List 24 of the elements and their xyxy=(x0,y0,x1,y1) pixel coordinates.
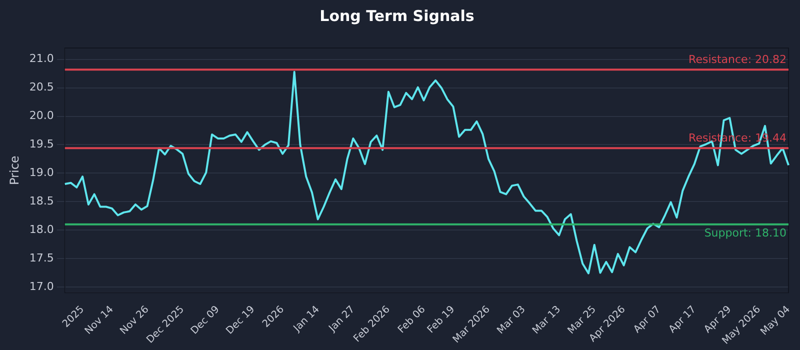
y-tick-label: 20.5 xyxy=(29,80,54,94)
y-axis-title: Price xyxy=(7,156,22,185)
x-tick-label: Feb 06 xyxy=(396,304,428,336)
x-tick-label: Mar 03 xyxy=(495,304,528,336)
y-tick-label: 18.0 xyxy=(29,222,54,236)
x-tick-label: Dec 19 xyxy=(224,304,258,337)
ref-line-label: Support: 18.10 xyxy=(704,226,787,240)
chart-title: Long Term Signals xyxy=(320,6,474,25)
x-tick-label: Jan 27 xyxy=(326,304,358,335)
x-tick-label: Dec 09 xyxy=(189,304,222,337)
y-tick-label: 18.5 xyxy=(29,194,54,208)
y-tick-label: 17.0 xyxy=(29,280,54,293)
x-tick-label: Mar 13 xyxy=(530,304,564,336)
x-tick-label: Apr 17 xyxy=(667,304,698,336)
y-tick-label: 17.5 xyxy=(29,251,54,264)
x-tick-label: Feb 19 xyxy=(426,304,458,336)
x-tick-label: Jan 14 xyxy=(291,304,322,335)
y-tick-label: 21.0 xyxy=(29,52,54,66)
x-tick-label: Apr 07 xyxy=(632,304,664,336)
y-tick-label: 19.0 xyxy=(29,166,54,180)
ref-line-label: Resistance: 20.82 xyxy=(688,52,787,66)
y-tick-label: 20.0 xyxy=(29,109,54,122)
x-tick-label: Nov 14 xyxy=(83,304,116,337)
y-tick-label: 19.5 xyxy=(29,138,54,151)
